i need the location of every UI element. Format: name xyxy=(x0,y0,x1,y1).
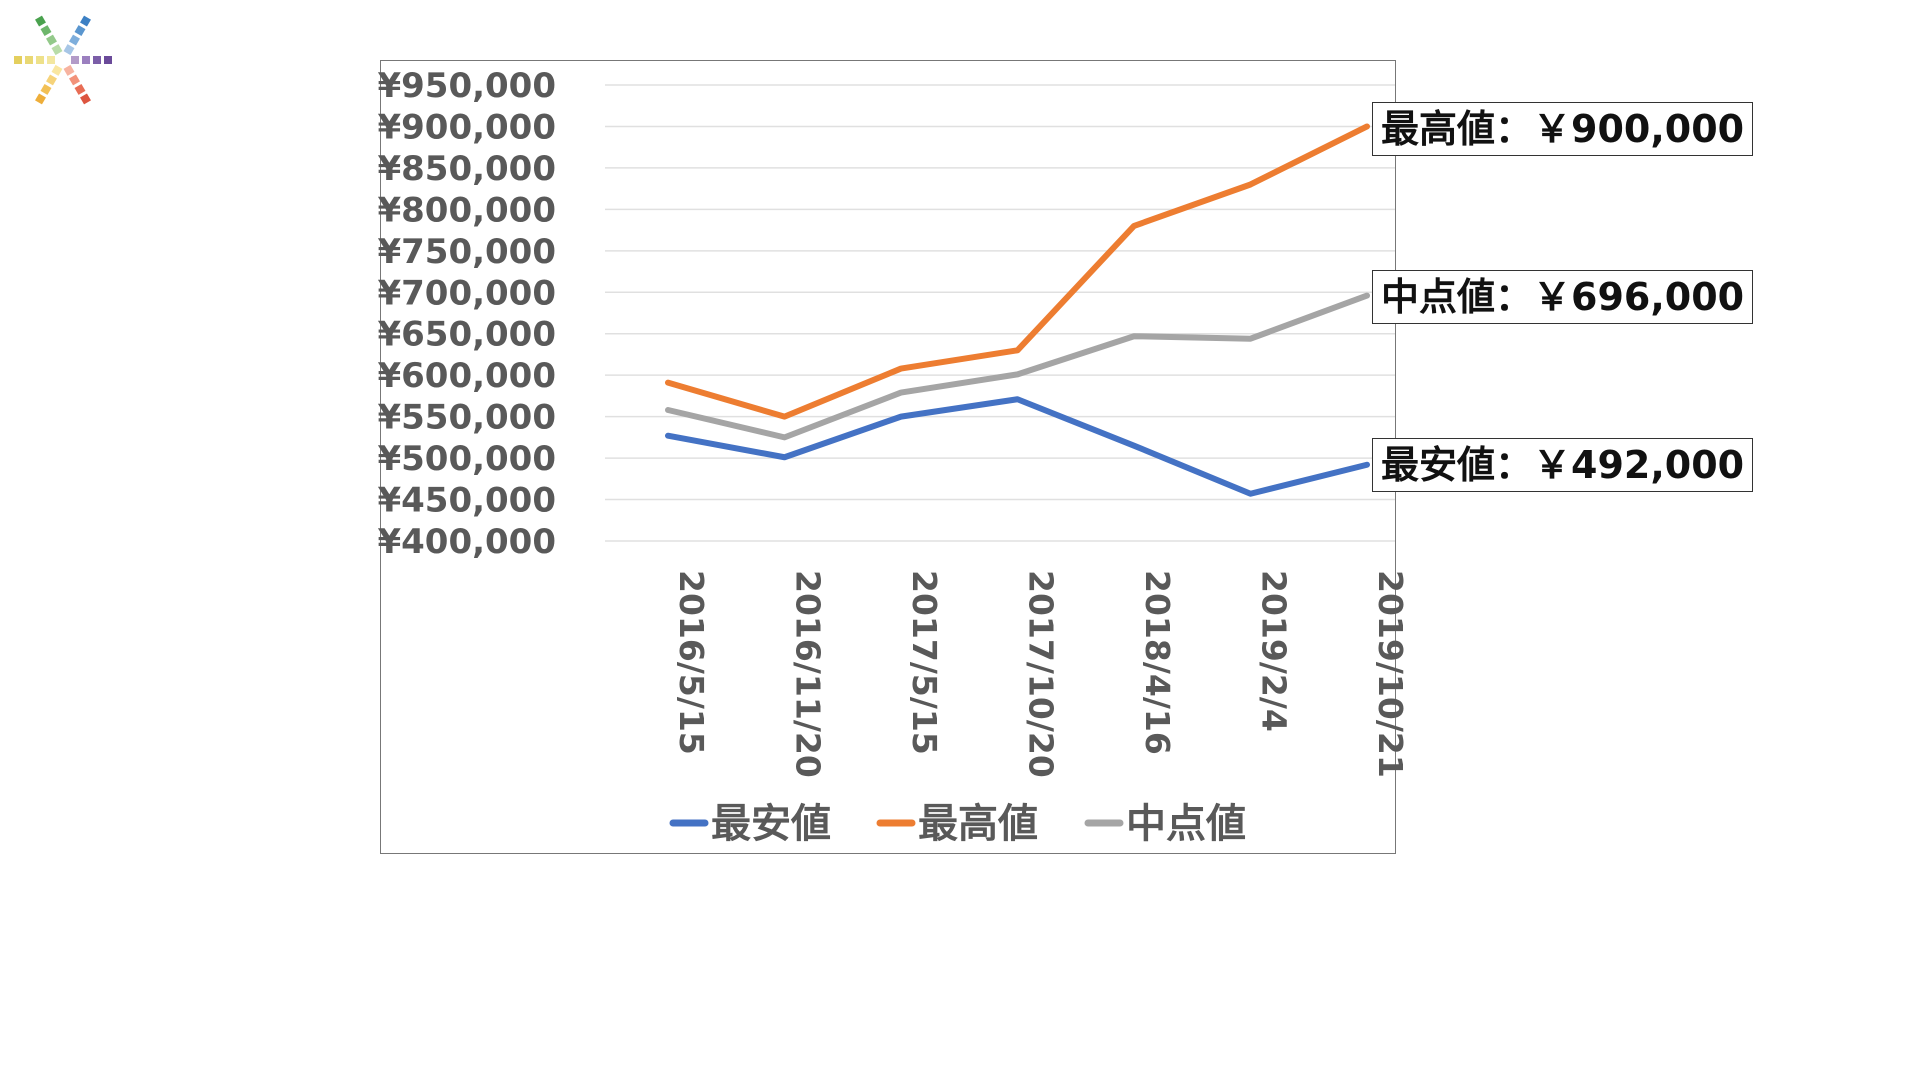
x-tick-label: 2019/2/4 xyxy=(1255,570,1294,732)
data-point xyxy=(1015,371,1020,377)
data-point xyxy=(782,454,787,460)
x-tick-label: 2017/10/20 xyxy=(1022,570,1061,778)
data-point xyxy=(1364,462,1370,468)
legend-label: 最安値 xyxy=(711,801,831,847)
x-tick-label: 2016/5/15 xyxy=(672,570,711,755)
logo-swatch xyxy=(71,56,79,64)
logo-swatch xyxy=(51,44,63,56)
data-point xyxy=(782,414,787,420)
logo-swatch xyxy=(80,15,91,27)
data-point xyxy=(1248,336,1253,342)
y-tick-label: ¥750,000 xyxy=(377,232,556,272)
logo-swatch xyxy=(35,93,46,105)
logo-swatch xyxy=(82,56,90,64)
logo-swatch xyxy=(14,56,22,64)
y-tick-label: ¥450,000 xyxy=(377,481,556,521)
logo-swatch xyxy=(25,56,33,64)
y-tick-label: ¥550,000 xyxy=(377,398,556,438)
y-tick-label: ¥700,000 xyxy=(377,273,556,313)
data-point xyxy=(898,390,904,396)
x-axis-ticks: 2016/5/15 2016/11/20 2017/5/15 2017/10/20 20… xyxy=(672,570,1410,778)
logo-swatch xyxy=(40,25,52,37)
data-point xyxy=(1131,443,1137,449)
series-lines xyxy=(665,123,1370,497)
logo-swatch xyxy=(35,15,46,27)
data-point xyxy=(665,407,671,413)
y-axis-ticks: ¥400,000¥450,000¥500,000¥550,000¥600,000… xyxy=(377,66,556,562)
logo-swatch xyxy=(36,56,44,64)
data-point xyxy=(782,434,787,440)
y-tick-label: ¥850,000 xyxy=(377,149,556,189)
logo-swatch xyxy=(74,83,86,95)
logo-swatch xyxy=(46,34,57,46)
y-tick-label: ¥500,000 xyxy=(377,439,556,479)
legend-label: 中点値 xyxy=(1126,801,1246,847)
logo-swatch xyxy=(40,83,52,95)
data-point xyxy=(1248,181,1253,187)
data-point xyxy=(898,366,904,372)
color-swatch-logo xyxy=(14,15,112,105)
data-point xyxy=(898,414,904,420)
data-point xyxy=(1131,223,1137,229)
logo-swatch xyxy=(74,25,86,37)
logo-swatch xyxy=(47,56,55,64)
data-point xyxy=(1364,123,1370,129)
data-point xyxy=(1131,333,1137,339)
logo-swatch xyxy=(69,34,80,46)
y-tick-label: ¥650,000 xyxy=(377,315,556,355)
data-point xyxy=(1015,396,1020,402)
logo-swatch xyxy=(93,56,101,64)
x-tick-label: 2017/5/15 xyxy=(905,570,944,755)
data-point xyxy=(1364,293,1370,299)
y-tick-label: ¥600,000 xyxy=(377,356,556,396)
legend-label: 最高値 xyxy=(918,801,1038,847)
logo-swatch xyxy=(46,74,57,86)
y-tick-label: ¥800,000 xyxy=(377,190,556,230)
x-tick-label: 2018/4/16 xyxy=(1138,570,1177,755)
logo-swatch xyxy=(69,74,80,86)
data-point xyxy=(665,433,671,439)
data-point xyxy=(1015,347,1020,353)
callout-mid-value: 中点値：￥696,000 xyxy=(1372,270,1754,324)
data-point xyxy=(665,380,671,386)
y-tick-label: ¥900,000 xyxy=(377,107,556,147)
data-point xyxy=(1248,491,1253,497)
x-tick-label: 2016/11/20 xyxy=(789,570,828,778)
logo-swatch xyxy=(80,93,91,105)
y-tick-label: ¥400,000 xyxy=(377,522,556,562)
logo-swatch xyxy=(104,56,112,64)
logo-swatch xyxy=(63,64,75,76)
logo-swatch xyxy=(51,64,63,76)
gridlines xyxy=(605,84,1395,542)
y-tick-label: ¥950,000 xyxy=(377,66,556,106)
logo-swatch xyxy=(63,44,75,56)
callout-min-value: 最安値：￥492,000 xyxy=(1372,438,1754,492)
x-tick-label: 2019/10/21 xyxy=(1371,570,1410,778)
legend: 最安値 最高値 中点値 xyxy=(669,801,1246,847)
callout-max-value: 最高値：￥900,000 xyxy=(1372,102,1754,156)
